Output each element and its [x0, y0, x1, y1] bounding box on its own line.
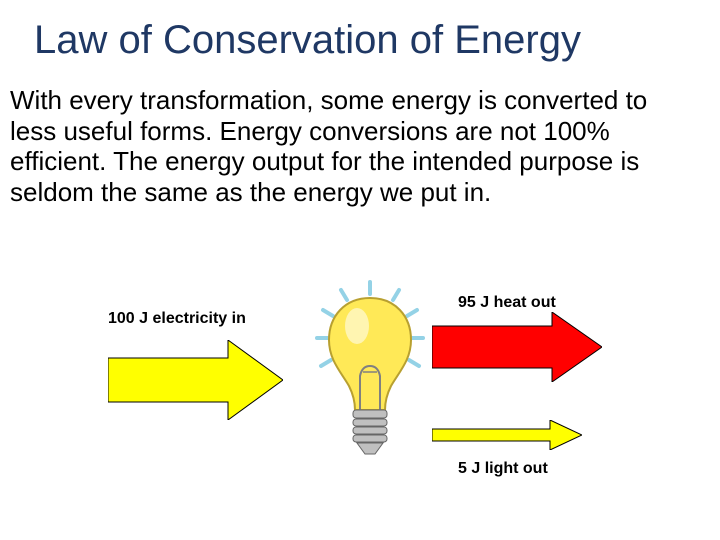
- heat-output-label: 95 J heat out: [458, 294, 556, 312]
- heat-arrow-icon: [432, 312, 602, 387]
- lightbulb-icon: [315, 280, 425, 485]
- energy-diagram: 100 J electricity in: [0, 280, 720, 540]
- light-output-label: 5 J light out: [458, 460, 548, 478]
- light-arrow-icon: [432, 420, 582, 455]
- page-title: Law of Conservation of Energy: [0, 0, 720, 63]
- input-arrow-icon: [108, 340, 283, 425]
- input-label: 100 J electricity in: [108, 310, 246, 328]
- body-text: With every transformation, some energy i…: [0, 63, 720, 208]
